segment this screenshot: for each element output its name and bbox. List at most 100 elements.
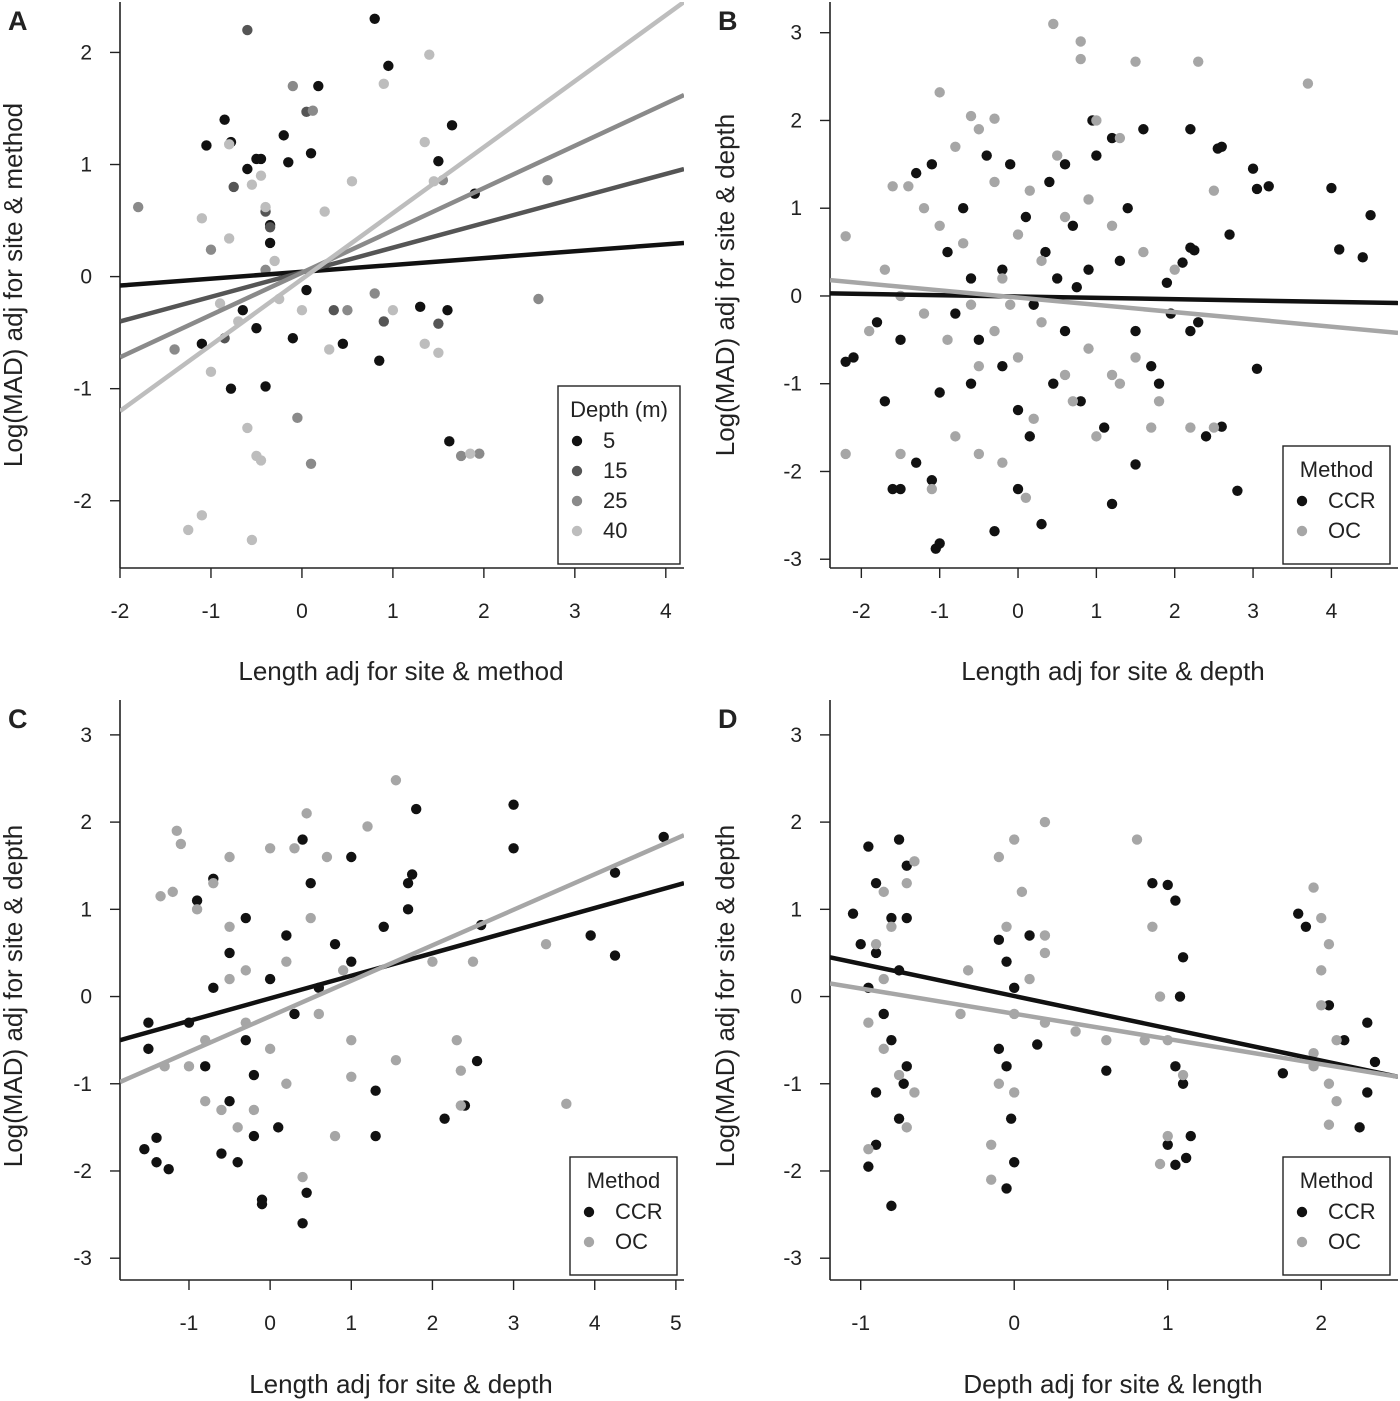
data-point bbox=[997, 273, 1008, 284]
panel-letter: C bbox=[8, 704, 28, 734]
data-point bbox=[281, 930, 292, 941]
data-point bbox=[1052, 150, 1063, 161]
data-point bbox=[863, 1161, 874, 1172]
data-point bbox=[1300, 921, 1312, 932]
data-point bbox=[201, 140, 212, 151]
data-point bbox=[269, 255, 280, 267]
data-point bbox=[346, 851, 357, 863]
data-point bbox=[878, 886, 889, 898]
series-15 bbox=[219, 24, 444, 344]
data-point bbox=[232, 1157, 243, 1168]
data-point bbox=[419, 136, 430, 148]
data-point bbox=[1039, 816, 1051, 828]
data-point bbox=[1362, 1017, 1373, 1028]
y-tick-label: 2 bbox=[80, 811, 92, 834]
x-axis-title: Depth adj for site & length bbox=[963, 1369, 1262, 1399]
data-point bbox=[918, 308, 930, 319]
data-point bbox=[879, 264, 891, 275]
data-point bbox=[1138, 246, 1149, 258]
data-point bbox=[910, 457, 922, 468]
data-point bbox=[139, 1143, 150, 1155]
x-tick-label: 4 bbox=[1326, 600, 1338, 623]
data-point bbox=[1362, 1087, 1373, 1098]
data-point bbox=[183, 1061, 195, 1072]
data-point bbox=[167, 886, 178, 898]
y-axis-title: Log(MAD) adj for site & depth bbox=[710, 114, 740, 457]
data-point bbox=[1308, 882, 1319, 893]
data-point bbox=[283, 157, 294, 168]
data-point bbox=[328, 305, 339, 316]
data-point bbox=[439, 1113, 450, 1124]
data-point bbox=[993, 1078, 1005, 1089]
series-40 bbox=[183, 49, 476, 546]
data-point bbox=[1106, 132, 1118, 144]
data-point bbox=[1162, 1130, 1173, 1142]
data-point bbox=[414, 301, 426, 313]
data-point bbox=[313, 80, 324, 92]
data-point bbox=[870, 877, 882, 889]
x-tick-label: 3 bbox=[1247, 600, 1259, 623]
data-point bbox=[301, 808, 312, 819]
data-point bbox=[1052, 273, 1063, 284]
fit-line-CCR bbox=[830, 955, 1398, 1079]
data-point bbox=[893, 1069, 905, 1081]
data-point bbox=[237, 305, 249, 316]
data-point bbox=[965, 299, 977, 310]
data-point bbox=[289, 843, 300, 854]
data-point bbox=[1177, 1078, 1189, 1089]
y-axis-title: Log(MAD) adj for site & method bbox=[0, 103, 28, 467]
data-point bbox=[374, 355, 385, 366]
data-point bbox=[411, 803, 422, 815]
data-point bbox=[989, 525, 1000, 537]
data-point bbox=[1251, 363, 1263, 375]
data-point bbox=[878, 1043, 889, 1055]
data-point bbox=[1044, 176, 1055, 188]
series-CCR bbox=[840, 115, 1376, 554]
data-point bbox=[1323, 1078, 1335, 1089]
data-point bbox=[1012, 483, 1024, 495]
data-point bbox=[406, 869, 418, 880]
data-point bbox=[183, 524, 194, 536]
data-point bbox=[446, 120, 458, 131]
legend-marker bbox=[583, 1236, 595, 1248]
data-point bbox=[957, 238, 969, 249]
data-point bbox=[1059, 159, 1071, 170]
data-point bbox=[169, 344, 180, 355]
x-tick-label: 4 bbox=[589, 1312, 601, 1335]
data-point bbox=[1083, 264, 1094, 275]
data-point bbox=[1067, 220, 1079, 231]
data-point bbox=[926, 483, 938, 495]
data-point bbox=[196, 338, 208, 350]
data-point bbox=[934, 87, 945, 98]
data-point bbox=[1071, 281, 1082, 293]
data-point bbox=[1138, 124, 1149, 135]
data-point bbox=[870, 947, 882, 959]
data-point bbox=[1024, 973, 1035, 985]
data-point bbox=[1331, 1096, 1342, 1107]
data-point bbox=[1185, 1130, 1196, 1142]
y-axis-title: Log(MAD) adj for site & depth bbox=[0, 825, 28, 1168]
data-point bbox=[855, 939, 866, 950]
data-point bbox=[1323, 1000, 1335, 1011]
data-point bbox=[973, 124, 985, 135]
data-point bbox=[585, 930, 596, 941]
data-point bbox=[893, 1113, 905, 1124]
data-point bbox=[863, 1143, 874, 1155]
legend-marker bbox=[571, 525, 583, 537]
data-point bbox=[1036, 255, 1047, 267]
data-point bbox=[1251, 183, 1263, 195]
data-point bbox=[1146, 360, 1157, 372]
data-point bbox=[973, 334, 985, 346]
data-point bbox=[886, 921, 897, 932]
data-point bbox=[1005, 1113, 1017, 1124]
data-point bbox=[214, 298, 226, 309]
data-point bbox=[433, 347, 444, 359]
x-tick-label: -1 bbox=[930, 600, 949, 623]
data-point bbox=[973, 448, 985, 460]
legend-label: OC bbox=[615, 1229, 648, 1254]
data-point bbox=[962, 965, 974, 976]
fit-line-5 bbox=[120, 240, 684, 288]
data-point bbox=[1334, 244, 1345, 255]
legend-title: Method bbox=[1300, 457, 1373, 482]
fit-line-CCR bbox=[830, 291, 1398, 306]
